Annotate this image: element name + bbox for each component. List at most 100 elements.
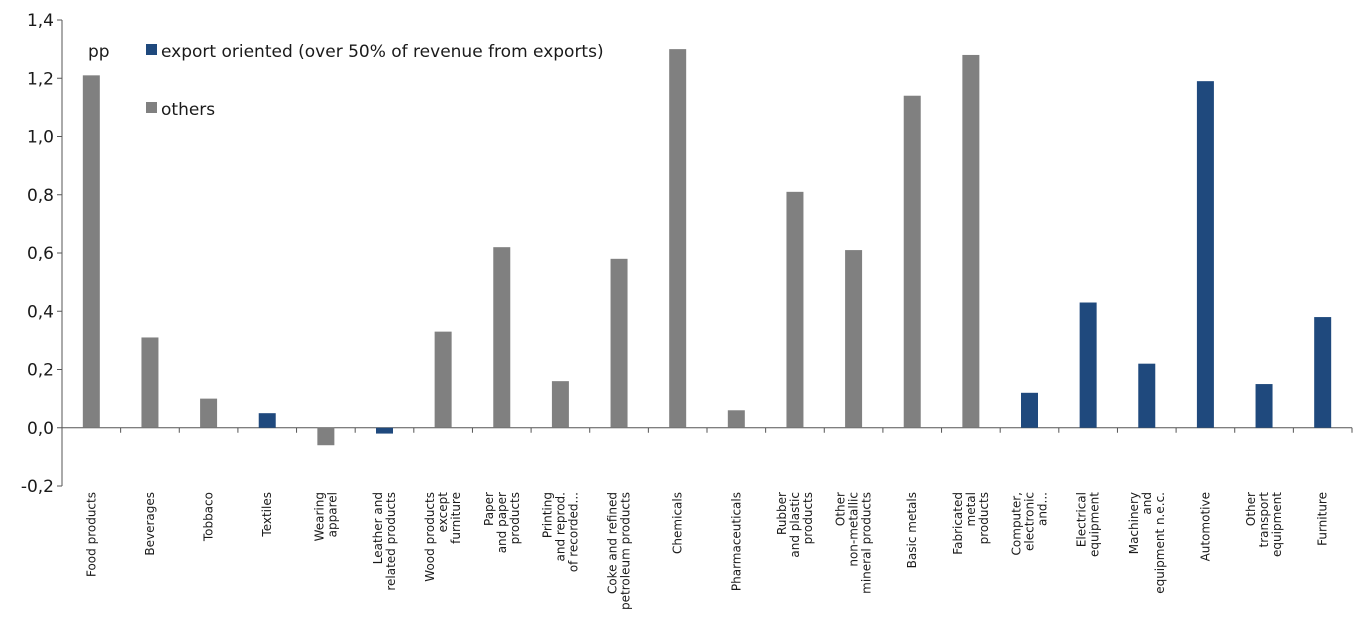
x-tick-label: Leather and related products <box>371 492 398 591</box>
bar-others <box>962 54 980 428</box>
x-tick-label-line: Textiles <box>260 492 274 538</box>
x-tick-label-line: and <box>1140 492 1154 515</box>
x-tick-label-line: equipment n.e.c. <box>1153 492 1167 594</box>
x-tick-label-line: Paper <box>482 492 496 526</box>
y-tick-labels: -0,2 0,0 0,2 0,4 0,6 0,8 1,0 1,2 1,4 <box>21 11 54 497</box>
x-tick-label-line: Furniture <box>1316 492 1330 546</box>
bar-others <box>141 337 159 428</box>
x-tick-label-line: Tobbaco <box>202 492 216 542</box>
x-tick-label: Wood products except furniture <box>423 492 463 582</box>
legend-swatch-export <box>146 44 157 55</box>
x-tick-label-line: apparel <box>325 492 339 537</box>
x-tick-label: Fabricated metal products <box>951 492 991 555</box>
x-tick-label-line: transport <box>1257 492 1271 548</box>
x-tick-label: Machinery and equipment n.e.c. <box>1127 492 1167 594</box>
x-tick-label: Food products <box>84 492 98 577</box>
y-unit-label: pp <box>88 42 110 62</box>
y-tick-label: 0,2 <box>27 361 54 381</box>
x-tick-label-line: Printing <box>540 492 554 538</box>
bar-export <box>1314 317 1332 428</box>
y-tick-label: 1,4 <box>27 11 54 31</box>
bar-others <box>727 410 745 428</box>
bar-others <box>845 250 863 428</box>
bar-export <box>258 413 276 428</box>
x-tick-label-line: Automotive <box>1198 492 1212 561</box>
y-tick-label: 1,0 <box>27 128 54 148</box>
x-tick-label-line: Pharmaceuticals <box>729 492 743 591</box>
x-tick-label-line: Machinery <box>1127 492 1141 554</box>
x-tick-label-line: electronic <box>1023 492 1037 551</box>
axes <box>57 19 1353 487</box>
bar-export <box>1079 302 1097 428</box>
y-tick-label: -0,2 <box>21 477 54 497</box>
x-tick-label: Furniture <box>1316 492 1330 546</box>
bar-others <box>82 75 100 428</box>
x-tick-label-line: and... <box>1036 492 1050 526</box>
x-tick-label-line: Wearing <box>312 492 326 541</box>
x-tick-label-line: Coke and refined <box>606 492 620 594</box>
legend-label-others: others <box>161 100 215 120</box>
legend-label-export: export oriented (over 50% of revenue fro… <box>161 42 604 62</box>
x-tick-label-line: and reprod. <box>553 492 567 562</box>
x-tick-label-line: equipment <box>1088 492 1102 557</box>
x-tick-label-line: Beverages <box>143 492 157 556</box>
bar-others <box>551 381 569 428</box>
y-tick-label: 1,2 <box>27 69 54 89</box>
x-tick-label-line: products <box>977 492 991 544</box>
x-tick-label-line: non-metallic <box>847 492 861 567</box>
x-tick-label-line: mineral products <box>860 492 874 594</box>
bar-others <box>610 258 628 428</box>
x-tick-label: Tobbaco <box>202 492 216 542</box>
legend-swatch-others <box>146 102 157 113</box>
x-tick-label-line: products <box>508 492 522 544</box>
x-tick-label-line: related products <box>384 492 398 591</box>
x-tick-label-line: and paper <box>495 492 509 553</box>
x-tick-label: Automotive <box>1198 492 1212 561</box>
bar-export <box>1138 363 1156 428</box>
bar-export <box>1196 81 1214 428</box>
x-tick-label: Pharmaceuticals <box>729 492 743 591</box>
y-tick-label: 0,0 <box>27 419 54 439</box>
x-tick-label: Computer, electronic and... <box>1010 492 1050 555</box>
x-tick-label-line: and plastic <box>788 492 802 558</box>
x-tick-label: Textiles <box>260 492 274 538</box>
y-tick-label: 0,8 <box>27 186 54 206</box>
y-tick-label: 0,6 <box>27 244 54 264</box>
bar-others <box>317 427 335 446</box>
x-tick-label-line: Other <box>1244 492 1258 526</box>
bar-export <box>1021 392 1038 428</box>
bar-others <box>669 49 687 428</box>
x-tick-label: Printing and reprod. of recorded... <box>540 492 580 572</box>
x-tick-label-line: Food products <box>84 492 98 577</box>
bar-export <box>376 427 393 434</box>
bar-export <box>1255 384 1273 428</box>
x-tick-label: Wearing apparel <box>312 492 339 541</box>
x-tick-label-line: Chemicals <box>671 492 685 554</box>
y-tick-label: 0,4 <box>27 302 54 322</box>
x-tick-label-line: petroleum products <box>619 492 633 610</box>
x-tick-label-line: Fabricated <box>951 492 965 555</box>
x-tick-label: Other non-metallic mineral products <box>834 492 874 594</box>
bars <box>82 49 1332 446</box>
x-tick-label-line: Rubber <box>775 492 789 535</box>
x-tick-label-line: Wood products <box>423 492 437 582</box>
x-tick-label: Electrical equipment <box>1075 492 1102 557</box>
x-tick-label-line: furniture <box>449 492 463 544</box>
x-tick-label: Chemicals <box>671 492 685 554</box>
bar-others <box>493 247 511 428</box>
bar-others <box>903 95 921 428</box>
x-tick-label: Beverages <box>143 492 157 556</box>
x-tick-label-line: Other <box>834 492 848 526</box>
x-tick-label-line: metal <box>964 492 978 526</box>
x-tick-label-line: equipment <box>1270 492 1284 557</box>
x-tick-label: Coke and refined petroleum products <box>606 492 633 610</box>
x-tick-label: Rubber and plastic products <box>775 492 815 558</box>
x-tick-label-line: Electrical <box>1075 492 1089 547</box>
x-tick-label-line: except <box>436 492 450 533</box>
legend: export oriented (over 50% of revenue fro… <box>146 42 604 120</box>
x-tick-label-line: Basic metals <box>905 492 919 568</box>
x-tick-labels: Food products Beverages Tobbaco Textiles Wea… <box>84 492 1329 610</box>
x-tick-label-line: Leather and <box>371 492 385 564</box>
